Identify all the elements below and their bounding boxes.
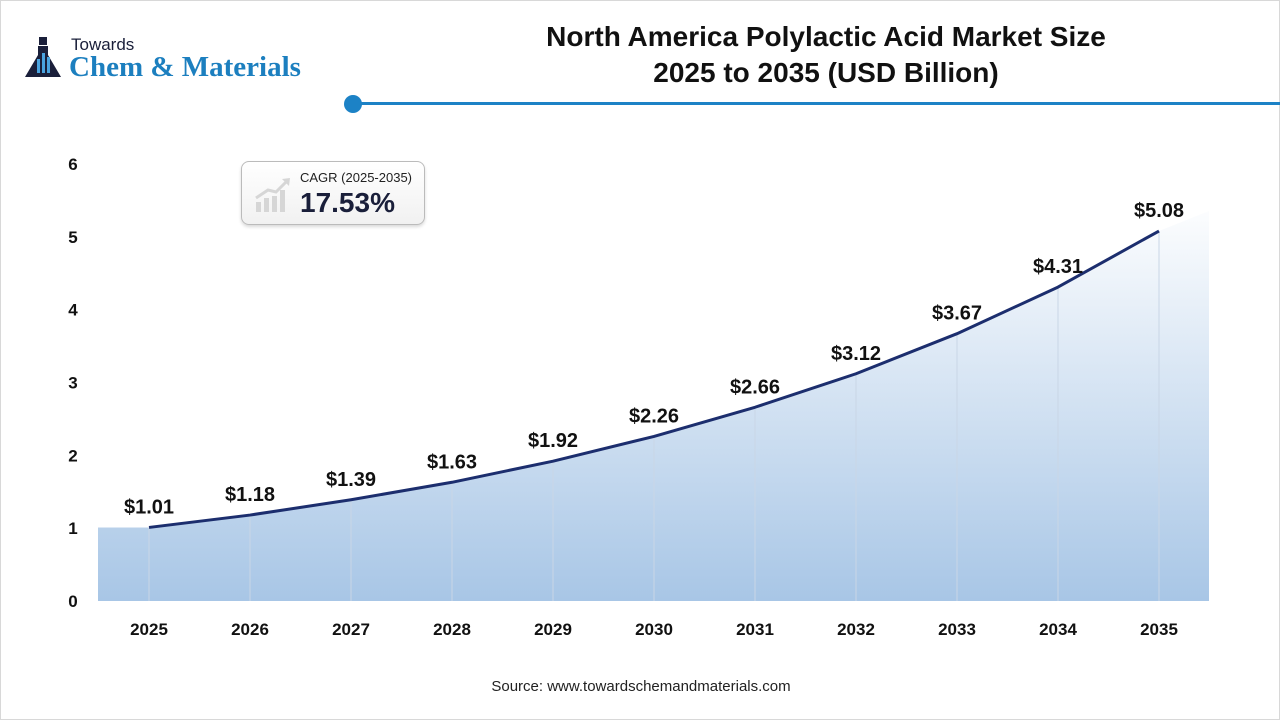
data-label: $1.92 bbox=[528, 430, 578, 452]
x-tick-label: 2029 bbox=[534, 620, 572, 639]
x-tick-label: 2025 bbox=[130, 620, 168, 639]
x-tick-label: 2034 bbox=[1039, 620, 1077, 639]
series-line bbox=[148, 229, 1160, 529]
data-label: $1.39 bbox=[326, 469, 376, 491]
source-note: Source: www.towardschemandmaterials.com bbox=[491, 678, 791, 695]
y-tick-label: 0 bbox=[68, 592, 77, 611]
y-tick-label: 1 bbox=[68, 519, 77, 538]
data-label: $1.63 bbox=[427, 451, 477, 473]
data-label: $3.67 bbox=[932, 303, 982, 325]
data-label: $1.18 bbox=[225, 484, 275, 506]
data-label: $2.66 bbox=[730, 376, 780, 398]
title-divider bbox=[353, 102, 1280, 105]
chart-title: North America Polylactic Acid Market Siz… bbox=[471, 19, 1181, 91]
x-tick-label: 2030 bbox=[635, 620, 673, 639]
divider-dot bbox=[344, 95, 362, 113]
logo-line2: Chem & Materials bbox=[69, 51, 301, 83]
cagr-label: CAGR (2025-2035) bbox=[300, 170, 412, 185]
title-line1: North America Polylactic Acid Market Siz… bbox=[546, 21, 1106, 52]
x-tick-label: 2027 bbox=[332, 620, 370, 639]
y-tick-label: 4 bbox=[68, 301, 78, 320]
logo-line1: Towards bbox=[71, 35, 135, 54]
x-tick-label: 2028 bbox=[433, 620, 471, 639]
y-tick-label: 2 bbox=[68, 446, 77, 465]
y-tick-label: 5 bbox=[68, 228, 77, 247]
area-mask bbox=[98, 196, 1209, 528]
data-label: $4.31 bbox=[1033, 256, 1083, 278]
growth-bar-chart-icon bbox=[255, 178, 290, 212]
x-tick-label: 2033 bbox=[938, 620, 976, 639]
cagr-badge: CAGR (2025-2035) 17.53% bbox=[241, 161, 425, 225]
x-tick-label: 2035 bbox=[1140, 620, 1178, 639]
x-tick-label: 2032 bbox=[837, 620, 875, 639]
y-tick-label: 3 bbox=[68, 374, 77, 393]
data-label: $3.12 bbox=[831, 343, 881, 365]
y-tick-label: 6 bbox=[68, 155, 77, 174]
title-line2: 2025 to 2035 (USD Billion) bbox=[653, 57, 999, 88]
x-tick-label: 2031 bbox=[736, 620, 774, 639]
data-label: $5.08 bbox=[1134, 200, 1184, 222]
data-label: $1.01 bbox=[124, 496, 174, 518]
data-label: $2.26 bbox=[629, 405, 679, 427]
x-tick-label: 2026 bbox=[231, 620, 269, 639]
flask-icon bbox=[25, 37, 61, 77]
cagr-value: 17.53% bbox=[300, 187, 395, 218]
